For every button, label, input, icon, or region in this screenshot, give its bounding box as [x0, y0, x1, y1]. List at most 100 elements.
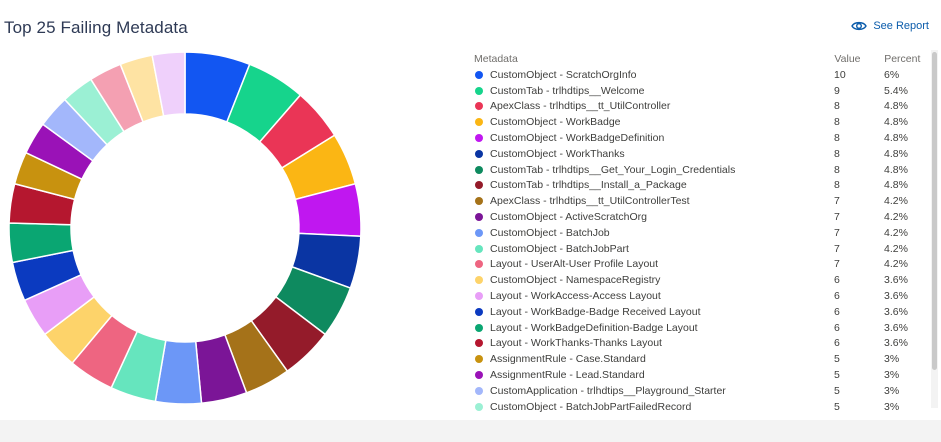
table-row[interactable]: CustomTab - trlhdtips__Welcome 9 5.4% [472, 83, 930, 99]
row-label: CustomTab - trlhdtips__Get_Your_Login_Cr… [490, 163, 736, 176]
see-report-link[interactable]: See Report [851, 20, 929, 32]
row-value: 7 [834, 211, 840, 224]
legend-swatch [475, 102, 483, 111]
donut-slice[interactable] [151, 51, 186, 117]
row-value: 8 [834, 163, 840, 176]
legend-swatch [475, 292, 483, 301]
table-row[interactable]: CustomApplication - trlhdtips__Playgroun… [472, 383, 930, 399]
eye-icon [851, 21, 868, 31]
row-percent: 4.8% [884, 179, 908, 192]
table-row[interactable]: ApexClass - trlhdtips__tt_UtilController… [472, 99, 930, 115]
row-label: ApexClass - trlhdtips__tt_UtilController [490, 100, 671, 113]
table-row[interactable]: AssignmentRule - Lead.Standard 5 3% [472, 367, 930, 383]
row-percent: 3.6% [884, 290, 908, 303]
row-value: 6 [834, 290, 840, 303]
row-percent: 4.2% [884, 226, 908, 239]
table-row[interactable]: CustomObject - ActiveScratchOrg 7 4.2% [472, 209, 930, 225]
legend-swatch [475, 307, 483, 316]
legend-swatch [475, 276, 483, 285]
row-percent: 3% [884, 400, 900, 413]
row-value: 8 [834, 147, 840, 160]
table-scrollbar[interactable] [931, 50, 938, 408]
row-percent: 4.2% [884, 211, 908, 224]
row-metadata: CustomObject - NamespaceRegistry [472, 274, 834, 286]
row-label: CustomObject - WorkBadgeDefinition [490, 132, 665, 145]
row-value: 7 [834, 242, 840, 255]
table-row[interactable]: Layout - UserAlt-User Profile Layout 7 4.2… [472, 257, 930, 273]
row-label: CustomObject - WorkThanks [490, 147, 625, 160]
row-label: CustomObject - WorkBadge [490, 116, 621, 129]
row-metadata: Layout - WorkBadgeDefinition-Badge Layou… [472, 322, 834, 334]
legend-swatch [475, 118, 483, 127]
table-row[interactable]: CustomObject - WorkBadgeDefinition 8 4.8% [472, 130, 930, 146]
table-row[interactable]: CustomTab - trlhdtips__Install_a_Package… [472, 178, 930, 194]
footer-band [0, 420, 941, 442]
row-value: 5 [834, 384, 840, 397]
row-value: 6 [834, 274, 840, 287]
table-row[interactable]: CustomObject - BatchJobPartFailedRecord 5… [472, 399, 930, 414]
scrollbar-thumb[interactable] [932, 52, 937, 370]
legend-swatch [475, 323, 483, 332]
row-label: CustomObject - BatchJobPartFailedRecord [490, 400, 692, 413]
legend-swatch [475, 213, 483, 222]
chart-title: Top 25 Failing Metadata [4, 18, 188, 37]
table-row[interactable]: Layout - WorkBadgeDefinition-Badge Layou… [472, 320, 930, 336]
table-row[interactable]: Layout - WorkThanks-Thanks Layout 6 3.6% [472, 336, 930, 352]
row-percent: 4.8% [884, 132, 908, 145]
row-label: Layout - WorkThanks-Thanks Layout [490, 337, 662, 350]
header-percent: Percent [884, 52, 921, 65]
legend-swatch [475, 165, 483, 174]
legend-swatch [475, 86, 483, 95]
table-row[interactable]: CustomObject - ScratchOrgInfo 10 6% [472, 67, 930, 83]
row-metadata: AssignmentRule - Case.Standard [472, 353, 834, 365]
row-label: CustomObject - ScratchOrgInfo [490, 68, 637, 81]
table-row[interactable]: AssignmentRule - Case.Standard 5 3% [472, 351, 930, 367]
row-metadata: CustomTab - trlhdtips__Welcome [472, 85, 834, 97]
row-percent: 4.8% [884, 163, 908, 176]
row-metadata: CustomObject - WorkBadge [472, 116, 834, 128]
row-metadata: Layout - WorkBadge-Badge Received Layout [472, 306, 834, 318]
row-metadata: Layout - UserAlt-User Profile Layout [472, 258, 834, 270]
table-row[interactable]: Layout - WorkBadge-Badge Received Layout… [472, 304, 930, 320]
row-metadata: CustomTab - trlhdtips__Install_a_Package [472, 179, 834, 191]
row-value: 8 [834, 116, 840, 129]
row-value: 8 [834, 132, 840, 145]
row-value: 5 [834, 369, 840, 382]
row-percent: 4.8% [884, 100, 908, 113]
table-row[interactable]: CustomObject - BatchJobPart 7 4.2% [472, 241, 930, 257]
row-metadata: CustomObject - BatchJob [472, 227, 834, 239]
legend-swatch [475, 260, 483, 269]
row-label: CustomTab - trlhdtips__Welcome [490, 84, 645, 97]
legend-swatch [475, 70, 483, 79]
legend-swatch [475, 339, 483, 348]
row-value: 7 [834, 195, 840, 208]
row-percent: 4.8% [884, 147, 908, 160]
row-metadata: CustomObject - BatchJobPart [472, 243, 834, 255]
table-row[interactable]: CustomObject - NamespaceRegistry 6 3.6% [472, 272, 930, 288]
table-row[interactable]: CustomObject - BatchJob 7 4.2% [472, 225, 930, 241]
row-percent: 4.2% [884, 242, 908, 255]
row-percent: 4.8% [884, 116, 908, 129]
row-value: 6 [834, 305, 840, 318]
row-metadata: Layout - WorkThanks-Thanks Layout [472, 337, 834, 349]
row-percent: 3.6% [884, 305, 908, 318]
row-label: Layout - WorkBadgeDefinition-Badge Layou… [490, 321, 698, 334]
row-percent: 4.2% [884, 258, 908, 271]
row-percent: 3% [884, 353, 900, 366]
legend-swatch [475, 228, 483, 237]
row-label: Layout - WorkBadge-Badge Received Layout [490, 305, 701, 318]
row-value: 5 [834, 400, 840, 413]
row-value: 6 [834, 337, 840, 350]
row-value: 8 [834, 179, 840, 192]
table-row[interactable]: CustomTab - trlhdtips__Get_Your_Login_Cr… [472, 162, 930, 178]
table-row[interactable]: Layout - WorkAccess-Access Layout 6 3.6% [472, 288, 930, 304]
row-label: CustomTab - trlhdtips__Install_a_Package [490, 179, 687, 192]
row-value: 6 [834, 321, 840, 334]
row-label: ApexClass - trlhdtips__tt_UtilController… [490, 195, 690, 208]
table-row[interactable]: CustomObject - WorkThanks 8 4.8% [472, 146, 930, 162]
row-value: 5 [834, 353, 840, 366]
row-metadata: AssignmentRule - Lead.Standard [472, 369, 834, 381]
table-row[interactable]: ApexClass - trlhdtips__tt_UtilController… [472, 193, 930, 209]
row-metadata: CustomObject - WorkBadgeDefinition [472, 132, 834, 144]
table-row[interactable]: CustomObject - WorkBadge 8 4.8% [472, 114, 930, 130]
